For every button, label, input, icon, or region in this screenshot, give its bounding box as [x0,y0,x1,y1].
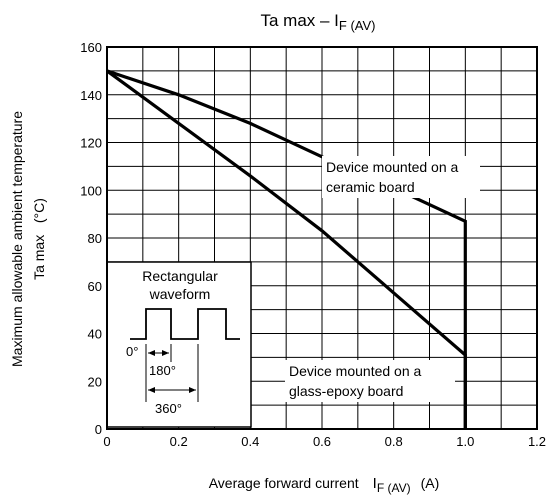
y-tick-label: 120 [80,136,102,151]
chart-title-main: Ta max – I [260,11,338,30]
inset-zero-label: 0° [126,344,138,359]
y-axis-label-line2: Ta max (°C) [31,198,47,280]
y-axis-label-line1: Maximum allowable ambient temperature [9,111,25,367]
y-tick-label: 140 [80,88,102,103]
y-tick-label: 60 [88,279,102,294]
x-tick-label: 1.2 [528,434,546,449]
plot-frame [106,46,538,430]
inset-on-arrow-head-left [148,350,155,356]
x-tick-label: 0.6 [313,434,331,449]
ceramic-label-background [322,156,480,198]
chart-title-sub: F (AV) [339,18,376,33]
y-tick-label: 0 [95,422,102,437]
inset-title-line2: waveform [149,286,211,302]
inset-period-arrow-head-left [148,387,155,393]
waveform-inset: Rectangular waveform 0° 180° 360° [106,261,252,428]
y-tick-label: 20 [88,374,102,389]
inset-box [106,261,252,428]
x-tick-label: 0.8 [385,434,403,449]
inset-on-arrow-head-right [162,350,169,356]
inset-on-label: 180° [149,363,176,378]
waveform-trace [130,308,240,340]
glass-epoxy-label-background [285,360,455,402]
x-tick-label: 0.4 [241,434,259,449]
x-tick-label: 0.2 [170,434,188,449]
x-axis-label-sub: F (AV) [377,481,411,495]
ceramic-label-line2: ceramic board [326,179,415,195]
y-tick-label: 40 [88,327,102,342]
inset-title-line1: Rectangular [142,268,218,284]
x-axis-label-main: Average forward current [209,475,359,491]
x-tick-label: 1.0 [456,434,474,449]
y-tick-label: 100 [80,183,102,198]
x-axis-label-unit: (A) [421,475,440,491]
y-tick-label: 80 [88,231,102,246]
tick-labels: 0 0.2 0.4 0.6 0.8 1.0 1.2 0 20 40 60 80 100 120 140 160 [80,40,546,449]
glass-epoxy-label-line2: glass-epoxy board [289,383,403,399]
x-axis-label-symbol: I [373,475,377,492]
y-tick-label: 160 [80,40,102,55]
ceramic-label-line1: Device mounted on a [326,159,459,175]
x-tick-label: 0 [103,434,110,449]
inset-period-label: 360° [155,401,182,416]
glass-epoxy-label-line1: Device mounted on a [289,363,422,379]
series-line-glass-epoxy-board [106,69,467,429]
x-axis-label: Average forward current IF (AV) (A) [209,475,440,495]
inset-period-arrow-head-right [189,387,196,393]
chart-title: Ta max – IF (AV) [260,11,375,33]
